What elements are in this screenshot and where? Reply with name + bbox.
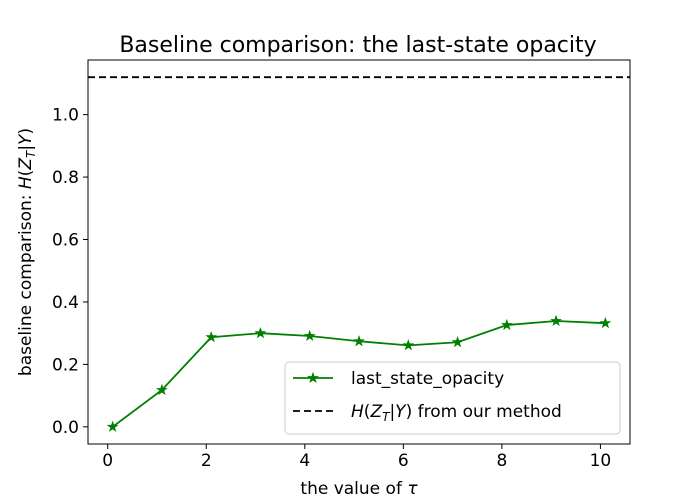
data-point xyxy=(205,331,218,343)
x-tick-label: 6 xyxy=(398,451,409,471)
x-tick-label: 10 xyxy=(590,451,612,471)
x-axis-label: the value of τ xyxy=(300,479,418,499)
y-tick-label: 0.2 xyxy=(52,355,79,375)
x-tick-label: 4 xyxy=(299,451,310,471)
y-tick-label: 0.8 xyxy=(52,168,79,188)
chart-title: Baseline comparison: the last-state opac… xyxy=(119,33,596,58)
legend-label-series: last_state_opacity xyxy=(351,369,504,389)
axes-frame xyxy=(87,59,631,445)
data-point xyxy=(106,420,119,432)
data-point xyxy=(500,318,513,331)
data-point xyxy=(550,314,563,327)
y-tick-label: 0.6 xyxy=(52,231,79,251)
x-tick-label: 2 xyxy=(201,451,212,471)
x-tick-label: 8 xyxy=(496,451,507,471)
legend-label-reference: H(ZT|Y) from our method xyxy=(351,402,562,424)
data-point xyxy=(353,335,365,347)
data-point xyxy=(402,339,415,351)
legend-marker-star xyxy=(307,371,319,384)
y-tick-label: 1.0 xyxy=(52,106,79,126)
y-tick-label: 0.4 xyxy=(52,293,79,313)
data-point xyxy=(451,335,464,348)
y-axis-label: baseline comparison: H(ZT|Y) xyxy=(16,128,38,376)
data-point xyxy=(155,383,168,396)
x-tick-label: 0 xyxy=(102,451,113,471)
legend: last_state_opacity H(ZT|Y) from our meth… xyxy=(284,361,621,435)
data-point xyxy=(303,329,316,342)
data-point xyxy=(254,326,267,339)
y-tick-label: 0.0 xyxy=(52,418,79,438)
plot-area xyxy=(88,76,630,432)
legend-box xyxy=(284,361,621,435)
data-point xyxy=(599,316,612,329)
y-axis: 0.0 0.2 0.4 0.6 0.8 1.0 xyxy=(52,106,88,438)
x-axis: 0 2 4 6 8 10 xyxy=(102,444,611,471)
